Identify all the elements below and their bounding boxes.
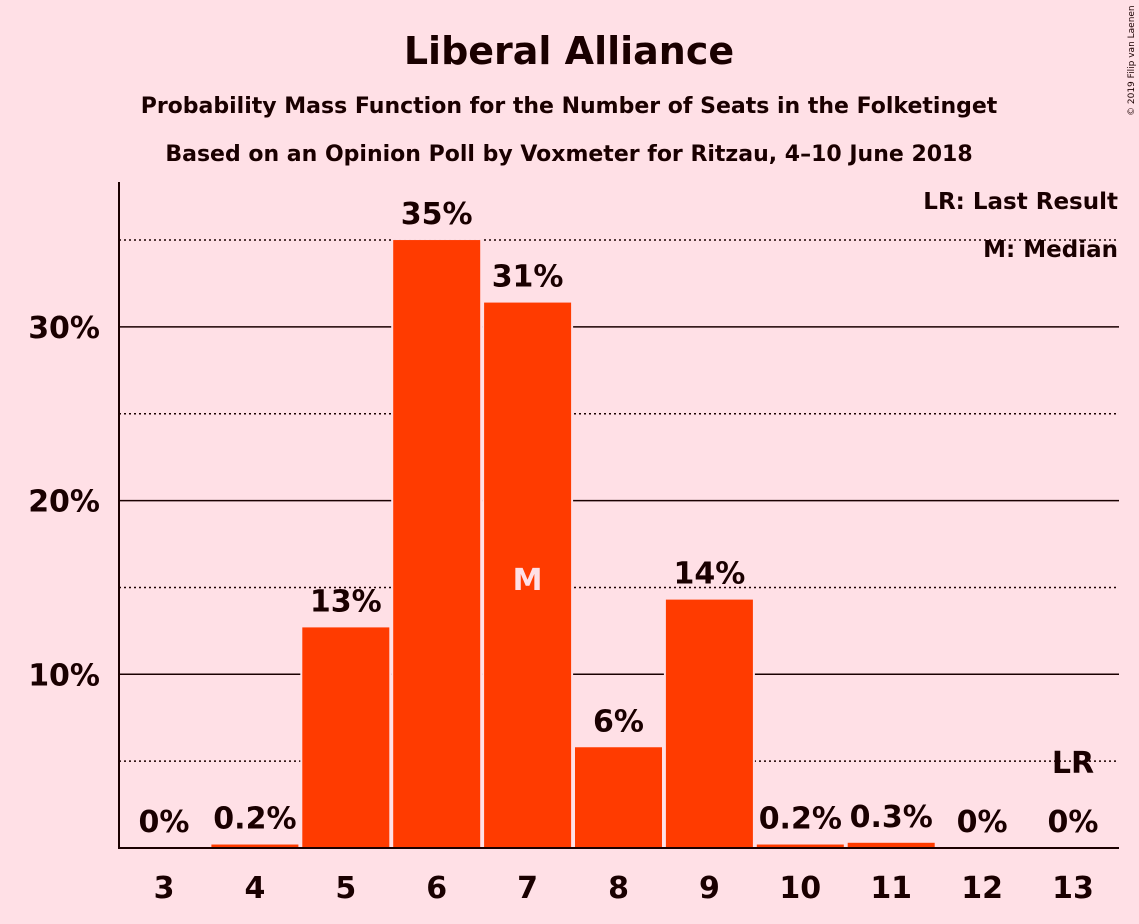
data-label-3: 0% — [139, 805, 190, 840]
data-label-4: 0.2% — [213, 802, 296, 837]
bar-10 — [756, 844, 844, 848]
bar-7 — [484, 302, 572, 848]
data-label-7: 31% — [492, 260, 564, 295]
x-tick-label-7: 7 — [517, 871, 538, 906]
data-label-13: 0% — [1048, 805, 1099, 840]
x-tick-label-13: 13 — [1052, 871, 1094, 906]
x-tick-label-5: 5 — [335, 871, 356, 906]
x-tick-label-8: 8 — [608, 871, 629, 906]
legend-median: M: Median — [983, 237, 1118, 263]
y-tick-label-1: 20% — [28, 485, 100, 520]
x-tick-label-10: 10 — [779, 871, 821, 906]
data-label-11: 0.3% — [850, 800, 933, 835]
chart-subtitle-poll: Based on an Opinion Poll by Voxmeter for… — [165, 142, 972, 167]
y-tick-label-2: 30% — [28, 311, 100, 346]
bar-5 — [302, 627, 390, 848]
chart-subtitle: Probability Mass Function for the Number… — [141, 94, 998, 119]
bar-8 — [575, 747, 662, 848]
x-tick-label-11: 11 — [870, 871, 912, 906]
bar-9 — [665, 599, 753, 848]
data-label-6: 35% — [401, 197, 473, 232]
x-tick-label-4: 4 — [244, 871, 265, 906]
data-label-5: 13% — [310, 584, 382, 619]
last-result-marker: LR — [1052, 746, 1094, 781]
y-tick-label-0: 10% — [28, 658, 100, 693]
legend-last-result: LR: Last Result — [923, 189, 1118, 215]
data-label-8: 6% — [593, 704, 644, 739]
chart-title: Liberal Alliance — [404, 29, 734, 73]
data-label-9: 14% — [673, 557, 745, 592]
bar-11 — [847, 842, 935, 848]
data-label-12: 0% — [957, 805, 1008, 840]
x-tick-label-6: 6 — [426, 871, 447, 906]
x-tick-label-9: 9 — [699, 871, 720, 906]
median-marker: M — [513, 563, 543, 598]
bar-6 — [393, 240, 481, 849]
copyright-text: © 2019 Filip van Laenen — [1127, 5, 1137, 116]
bar-4 — [211, 844, 299, 848]
x-tick-label-12: 12 — [961, 871, 1003, 906]
data-label-10: 0.2% — [759, 802, 842, 837]
x-tick-label-3: 3 — [154, 871, 175, 906]
